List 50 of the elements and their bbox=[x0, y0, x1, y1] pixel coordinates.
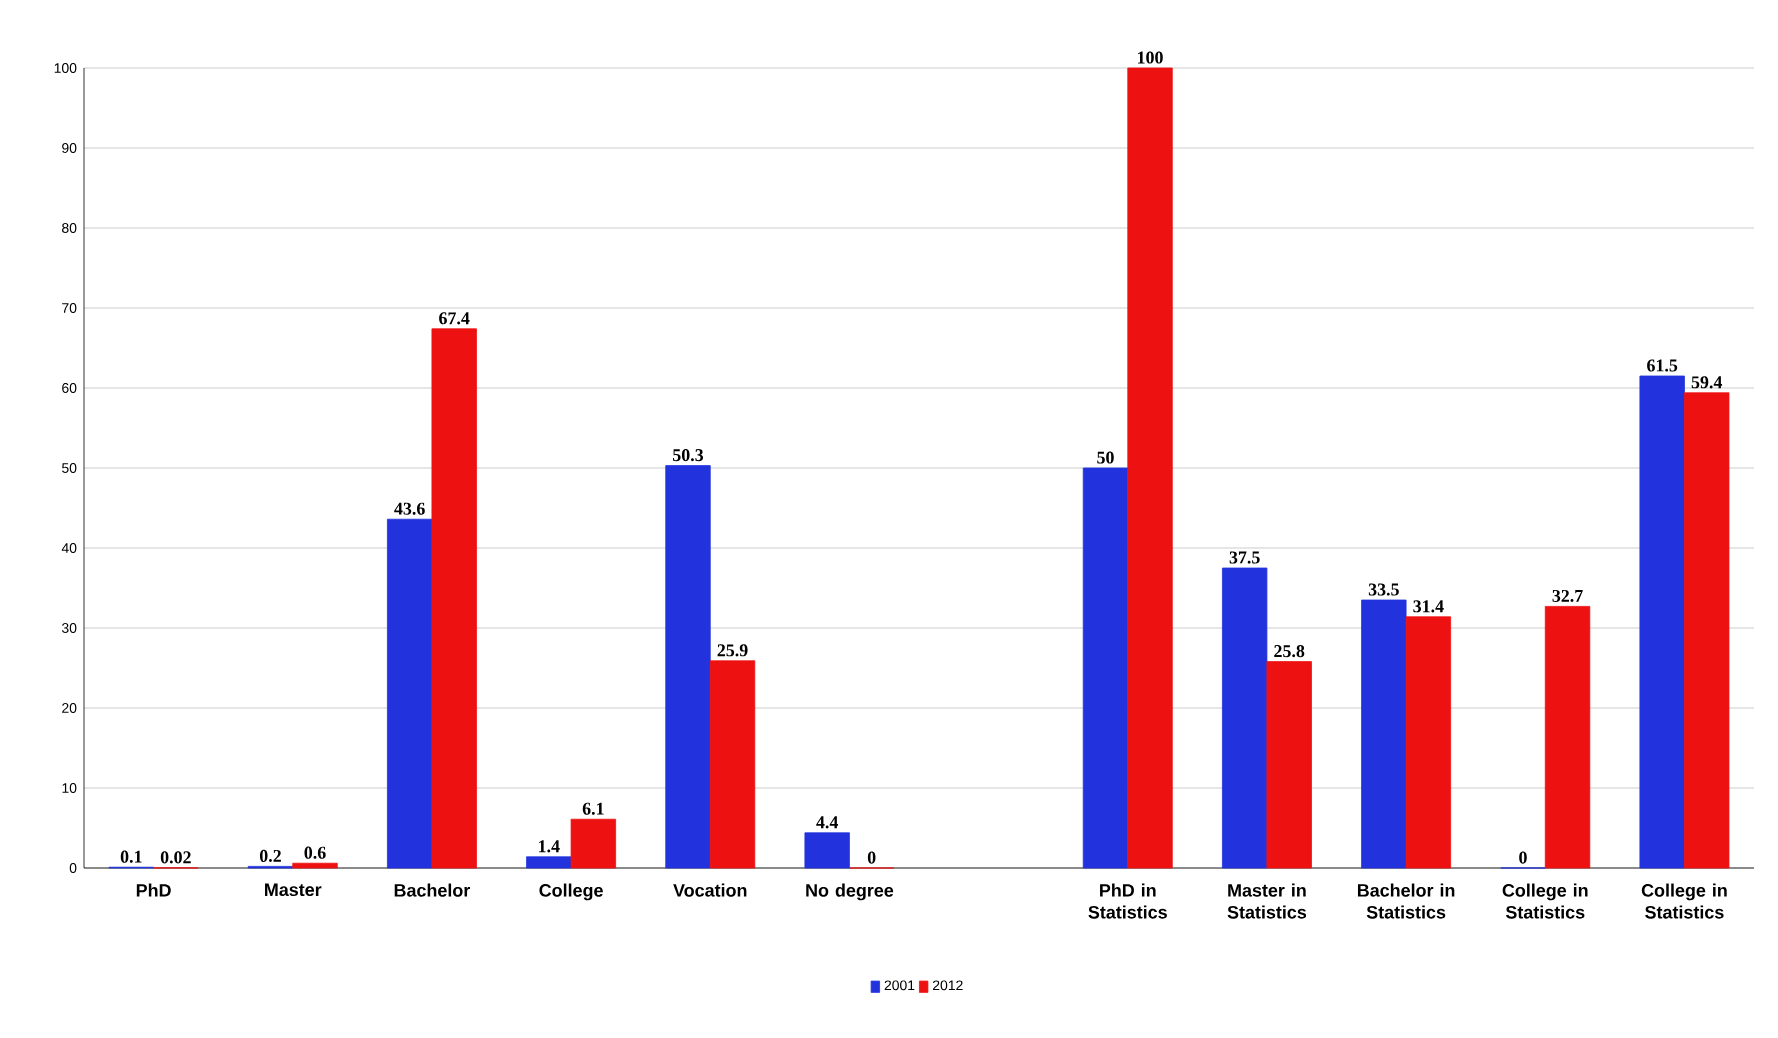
data-label: 43.6 bbox=[394, 502, 425, 515]
bar bbox=[1082, 467, 1129, 869]
data-label: 33.5 bbox=[1368, 583, 1399, 596]
x-tick-label: PhD in Statistics bbox=[1088, 883, 1167, 919]
bar bbox=[1405, 616, 1452, 869]
data-label: 0 bbox=[1519, 851, 1527, 864]
bar bbox=[665, 465, 711, 869]
x-tick-label: Bachelor bbox=[394, 883, 471, 897]
bar bbox=[1266, 661, 1312, 869]
bar bbox=[709, 660, 756, 869]
bar bbox=[386, 518, 433, 869]
data-label: 50.3 bbox=[673, 449, 704, 462]
bar bbox=[292, 862, 338, 869]
bar bbox=[1544, 606, 1591, 869]
x-tick-label: PhD bbox=[136, 883, 171, 897]
x-tick-label: Bachelor in Statistics bbox=[1357, 883, 1455, 919]
data-label: 25.8 bbox=[1274, 645, 1305, 658]
data-label: 6.1 bbox=[582, 802, 604, 815]
bar bbox=[1361, 599, 1407, 869]
bar bbox=[1222, 567, 1268, 869]
x-tick-label: No degree bbox=[806, 883, 894, 901]
data-label: 1.4 bbox=[539, 840, 560, 853]
x-tick-label: Master in Statistics bbox=[1227, 883, 1307, 919]
data-label: 0 bbox=[867, 851, 876, 864]
data-label: 32.7 bbox=[1552, 589, 1583, 603]
bar bbox=[1639, 375, 1685, 869]
x-tick-label: College bbox=[539, 883, 603, 901]
x-tick-label: College in Statistics bbox=[1641, 883, 1727, 919]
data-label: 4.4 bbox=[816, 816, 839, 829]
bar bbox=[804, 832, 850, 869]
bar bbox=[1684, 392, 1730, 869]
data-label: 67.4 bbox=[439, 312, 470, 325]
bar bbox=[570, 818, 617, 869]
bar bbox=[1127, 67, 1173, 869]
x-tick-label: Master bbox=[265, 883, 322, 897]
data-label: 100 bbox=[1138, 51, 1163, 64]
bar bbox=[526, 856, 572, 869]
data-label: 61.5 bbox=[1647, 359, 1678, 372]
data-label: 50 bbox=[1097, 451, 1114, 464]
data-label: 37.5 bbox=[1229, 551, 1260, 564]
data-label: 25.9 bbox=[717, 644, 748, 657]
data-label: 0.1 bbox=[120, 850, 142, 863]
data-label: 0.6 bbox=[304, 846, 326, 859]
data-label: 0.02 bbox=[160, 851, 191, 864]
bar bbox=[431, 328, 477, 869]
data-label: 31.4 bbox=[1413, 600, 1444, 613]
x-tick-label: College in Statistics bbox=[1502, 883, 1588, 919]
x-tick-label: Vocation bbox=[673, 883, 747, 897]
data-label: 0.2 bbox=[259, 849, 281, 863]
data-label: 59.4 bbox=[1691, 376, 1723, 389]
